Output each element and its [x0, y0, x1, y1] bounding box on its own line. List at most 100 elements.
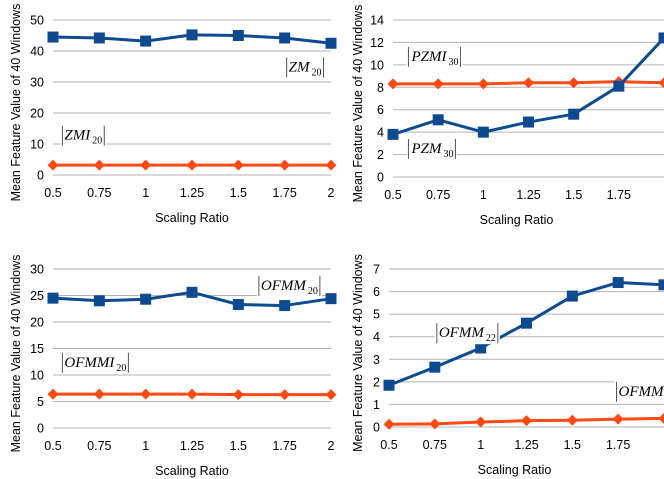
series-diamond	[47, 388, 337, 401]
annotation-label: OFMMI22	[619, 384, 664, 403]
y-tick-label: 10	[370, 58, 384, 72]
y-axis-label: Mean Feature Value of 40 Windows	[9, 255, 23, 453]
x-axis-label: Scaling Ratio	[480, 213, 554, 227]
y-tick-label: 10	[30, 369, 44, 383]
annotation-subscript: 20	[308, 286, 318, 297]
annotation-main: OFMM	[261, 278, 307, 294]
annotation-main: OFMMI	[619, 384, 664, 400]
data-point-square	[47, 31, 59, 43]
x-tick-label: 0.75	[87, 439, 111, 453]
series-annotation: OFMMI 20	[60, 351, 131, 374]
x-tick-label: 1.25	[516, 188, 540, 202]
annotation-label: ZMI 20	[64, 128, 102, 147]
x-tick-label: 1	[480, 188, 487, 202]
data-point-diamond	[93, 388, 105, 400]
y-tick-label: 10	[30, 138, 44, 152]
series-square	[47, 286, 337, 312]
data-point-diamond	[47, 388, 59, 400]
x-tick-label: 1.5	[565, 188, 582, 202]
data-point-square	[140, 293, 152, 305]
annotation-background	[406, 137, 458, 160]
annotation-main: ZM	[289, 60, 311, 76]
data-point-diamond	[140, 388, 152, 400]
x-tick-label: 1	[142, 439, 149, 453]
x-tick-label: 1	[477, 438, 484, 452]
x-tick-label: 2	[328, 186, 335, 200]
annotation-background	[406, 45, 463, 68]
data-point-diamond	[612, 413, 624, 425]
data-point-square	[186, 286, 198, 298]
annotation-label: OFMM 20	[261, 278, 318, 297]
x-tick-label: 0.5	[384, 188, 401, 202]
y-tick-label: 7	[373, 263, 380, 277]
annotation-background	[434, 322, 500, 345]
annotation-main: OFMM	[439, 325, 485, 341]
y-tick-label: 25	[30, 289, 44, 303]
chart-panel-2: 0 2 4 6 8 10 12 14 0.5 0.75 1 1.25 1.5 1.75 Scaling Ra…	[351, 5, 664, 227]
annotation-main: PZMI	[410, 49, 447, 65]
y-tick-label: 4	[373, 330, 380, 344]
x-tick-label: 1	[142, 186, 149, 200]
data-point-square	[521, 317, 532, 329]
data-point-square	[658, 32, 664, 44]
y-tick-label: 8	[377, 81, 384, 95]
series-diamond	[383, 412, 664, 430]
data-point-square	[279, 300, 291, 312]
data-point-square	[613, 80, 625, 92]
x-tick-label: 1.75	[272, 186, 296, 200]
annotation-label: PZM 30	[410, 141, 453, 160]
x-tick-label: 1.25	[180, 439, 204, 453]
annotation-subscript: 30	[443, 149, 453, 160]
y-axis-label: Mean Feature Value of 40 Windows	[351, 5, 365, 203]
data-point-square	[47, 292, 59, 304]
data-point-diamond	[477, 78, 489, 90]
series-square	[47, 29, 337, 49]
series-annotation: OFMMI22	[614, 380, 664, 403]
data-point-diamond	[279, 389, 291, 401]
data-point-square	[429, 361, 441, 373]
data-point-square	[387, 128, 399, 140]
data-point-diamond	[523, 77, 534, 89]
y-tick-label: 40	[30, 45, 44, 59]
annotation-background	[60, 351, 131, 374]
data-point-diamond	[232, 159, 244, 171]
data-point-square	[232, 299, 244, 311]
y-tick-label: 0	[37, 422, 44, 436]
data-point-diamond	[521, 415, 532, 427]
y-tick-label: 30	[30, 76, 44, 90]
data-point-square	[475, 342, 487, 354]
x-tick-label: 1.75	[606, 438, 630, 452]
y-tick-label: 30	[30, 263, 44, 277]
x-tick-label: 0.75	[423, 438, 447, 452]
y-tick-label: 4	[377, 126, 384, 140]
annotation-label: OFMMI 20	[64, 355, 126, 374]
y-tick-label: 6	[377, 103, 384, 117]
series-annotation: OFMM 20	[256, 274, 322, 297]
annotation-background	[256, 274, 322, 297]
data-point-square	[383, 379, 395, 391]
y-tick-label: 1	[373, 398, 380, 412]
data-point-square	[93, 295, 105, 307]
annotation-background	[614, 380, 664, 403]
data-point-diamond	[186, 159, 198, 171]
data-point-diamond	[566, 414, 578, 426]
data-point-diamond	[387, 78, 399, 90]
data-point-diamond	[325, 159, 337, 171]
data-point-square	[186, 29, 198, 41]
data-point-diamond	[93, 159, 105, 171]
x-axis-label: Scaling Ratio	[478, 463, 552, 477]
data-point-diamond	[140, 159, 152, 171]
x-tick-label: 0.75	[426, 188, 450, 202]
series-square	[387, 32, 664, 140]
y-tick-label: 20	[30, 316, 44, 330]
y-tick-label: 2	[377, 148, 384, 162]
x-tick-label: 1.5	[230, 439, 247, 453]
series-square	[383, 277, 664, 391]
data-point-square	[612, 277, 624, 289]
y-tick-label: 15	[30, 342, 44, 356]
x-axis-label: Scaling Ratio	[155, 211, 229, 225]
y-tick-label: 5	[37, 395, 44, 409]
x-tick-label: 1.75	[607, 188, 631, 202]
y-tick-label: 5	[373, 308, 380, 322]
